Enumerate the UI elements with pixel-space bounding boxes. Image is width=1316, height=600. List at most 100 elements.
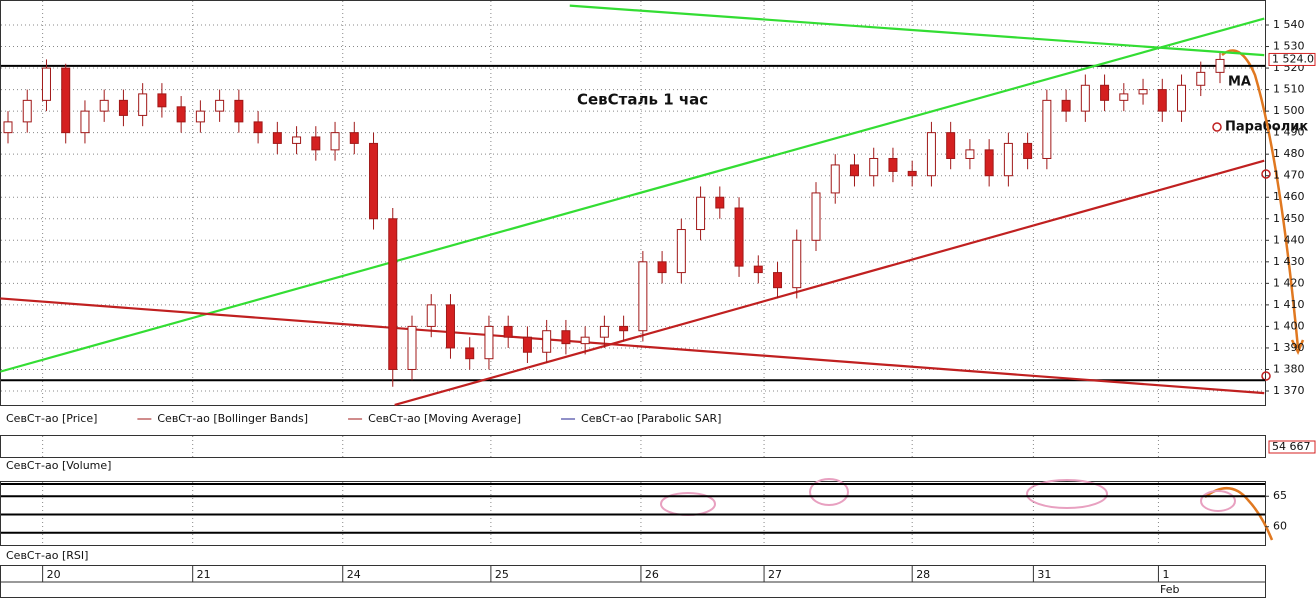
candle-body bbox=[118, 99, 128, 116]
y-tick-label: 1 490 bbox=[1273, 126, 1305, 139]
candle-body bbox=[157, 93, 167, 108]
date-label: 26 bbox=[645, 568, 659, 581]
candle-body bbox=[830, 164, 840, 194]
candle-body bbox=[1003, 142, 1013, 177]
forecast-arrow-head bbox=[1290, 339, 1305, 356]
candle-body bbox=[1061, 99, 1071, 112]
candle-body bbox=[1042, 99, 1052, 159]
candle-body bbox=[696, 196, 706, 231]
candle-body bbox=[80, 110, 90, 134]
date-label: 21 bbox=[197, 568, 211, 581]
y-tick-label: 1 370 bbox=[1273, 384, 1305, 397]
candle-body bbox=[465, 347, 475, 360]
chart-title: СевСталь 1 час bbox=[577, 91, 708, 109]
candle-body bbox=[445, 304, 455, 349]
date-label: 24 bbox=[347, 568, 361, 581]
candle-body bbox=[888, 157, 898, 172]
y-tick-label: 1 460 bbox=[1273, 190, 1305, 203]
candle-body bbox=[99, 99, 109, 112]
candle-body bbox=[41, 67, 51, 101]
candle-body bbox=[215, 99, 225, 112]
candle-body bbox=[484, 325, 494, 360]
last-price-label: 1 524.0 bbox=[1272, 52, 1314, 65]
candle-body bbox=[330, 132, 340, 151]
candle-body bbox=[869, 157, 879, 177]
highlight bbox=[1026, 479, 1108, 509]
candle-body bbox=[503, 325, 513, 338]
date-label: 31 bbox=[1037, 568, 1051, 581]
candle-body bbox=[811, 192, 821, 241]
y-tick-label: 1 400 bbox=[1273, 319, 1305, 332]
candle-body bbox=[138, 93, 148, 116]
marker bbox=[1261, 371, 1271, 381]
candle-body bbox=[984, 149, 994, 177]
candle-body bbox=[773, 272, 783, 289]
candle-body bbox=[946, 132, 956, 159]
candle-body bbox=[349, 132, 359, 144]
candle-body bbox=[542, 330, 552, 353]
last-price-box bbox=[1268, 52, 1316, 66]
candle-body bbox=[388, 218, 398, 370]
candle-body bbox=[676, 229, 686, 274]
candle-body bbox=[1196, 71, 1206, 86]
candle-body bbox=[1119, 93, 1129, 101]
candle-body bbox=[234, 99, 244, 123]
legend-entry: СевСт-ао [Parabolic SAR] bbox=[581, 412, 721, 425]
candle-body bbox=[253, 121, 263, 134]
candle-body bbox=[638, 261, 648, 332]
candle-body bbox=[1100, 84, 1110, 101]
date-label: 27 bbox=[768, 568, 782, 581]
date-label: 1 bbox=[1162, 568, 1169, 581]
panel-label: СевСт-ао [Volume] bbox=[6, 459, 111, 472]
candle-body bbox=[272, 132, 282, 144]
candle-body bbox=[849, 164, 859, 177]
candle-body bbox=[1080, 84, 1090, 112]
date-label: 20 bbox=[47, 568, 61, 581]
trendline bbox=[394, 159, 1265, 407]
candle-body bbox=[599, 325, 609, 338]
y-tick-label: 1 420 bbox=[1273, 276, 1305, 289]
y-tick-label: 1 500 bbox=[1273, 104, 1305, 117]
candle-body bbox=[907, 170, 917, 177]
candle-body bbox=[1215, 58, 1225, 73]
highlight bbox=[809, 478, 849, 506]
marker bbox=[1212, 122, 1222, 132]
y-tick-label: 1 450 bbox=[1273, 212, 1305, 225]
y-tick-label: 1 530 bbox=[1273, 40, 1305, 53]
candle-body bbox=[734, 207, 744, 267]
candle-body bbox=[580, 336, 590, 345]
panel-label: СевСт-ао [RSI] bbox=[6, 549, 88, 562]
candle-body bbox=[3, 121, 13, 134]
y-tick-label: 1 510 bbox=[1273, 83, 1305, 96]
candle-body bbox=[292, 136, 302, 144]
legend-entry: СевСт-ао [Moving Average] bbox=[368, 412, 521, 425]
candle-body bbox=[407, 325, 417, 370]
y-tick-label: 1 480 bbox=[1273, 147, 1305, 160]
candle-body bbox=[369, 142, 379, 220]
y-tick-label: 1 390 bbox=[1273, 341, 1305, 354]
date-label: 28 bbox=[916, 568, 930, 581]
highlight bbox=[1200, 490, 1236, 512]
candle-body bbox=[715, 196, 725, 209]
candle-body bbox=[311, 136, 321, 151]
legend-entry: СевСт-ао [Price] bbox=[6, 412, 97, 425]
volume-panel bbox=[0, 435, 1266, 458]
candle-body bbox=[561, 330, 571, 345]
rsi-tick-label: 65 bbox=[1273, 489, 1287, 502]
month-label: Feb bbox=[1160, 583, 1179, 596]
rsi-tick-label: 60 bbox=[1273, 520, 1287, 533]
candle-body bbox=[619, 325, 629, 332]
y-tick-label: 1 540 bbox=[1273, 18, 1305, 31]
y-tick-label: 1 470 bbox=[1273, 169, 1305, 182]
y-tick-label: 1 410 bbox=[1273, 298, 1305, 311]
price-panel bbox=[0, 0, 1266, 406]
candle-body bbox=[1177, 84, 1187, 112]
trendline bbox=[569, 4, 1265, 57]
trendline bbox=[0, 17, 1265, 373]
candle-body bbox=[195, 110, 205, 123]
legend-entry: СевСт-ао [Bollinger Bands] bbox=[157, 412, 308, 425]
candle-body bbox=[61, 67, 71, 134]
annotation: MA bbox=[1228, 75, 1251, 90]
candle-body bbox=[176, 106, 186, 123]
